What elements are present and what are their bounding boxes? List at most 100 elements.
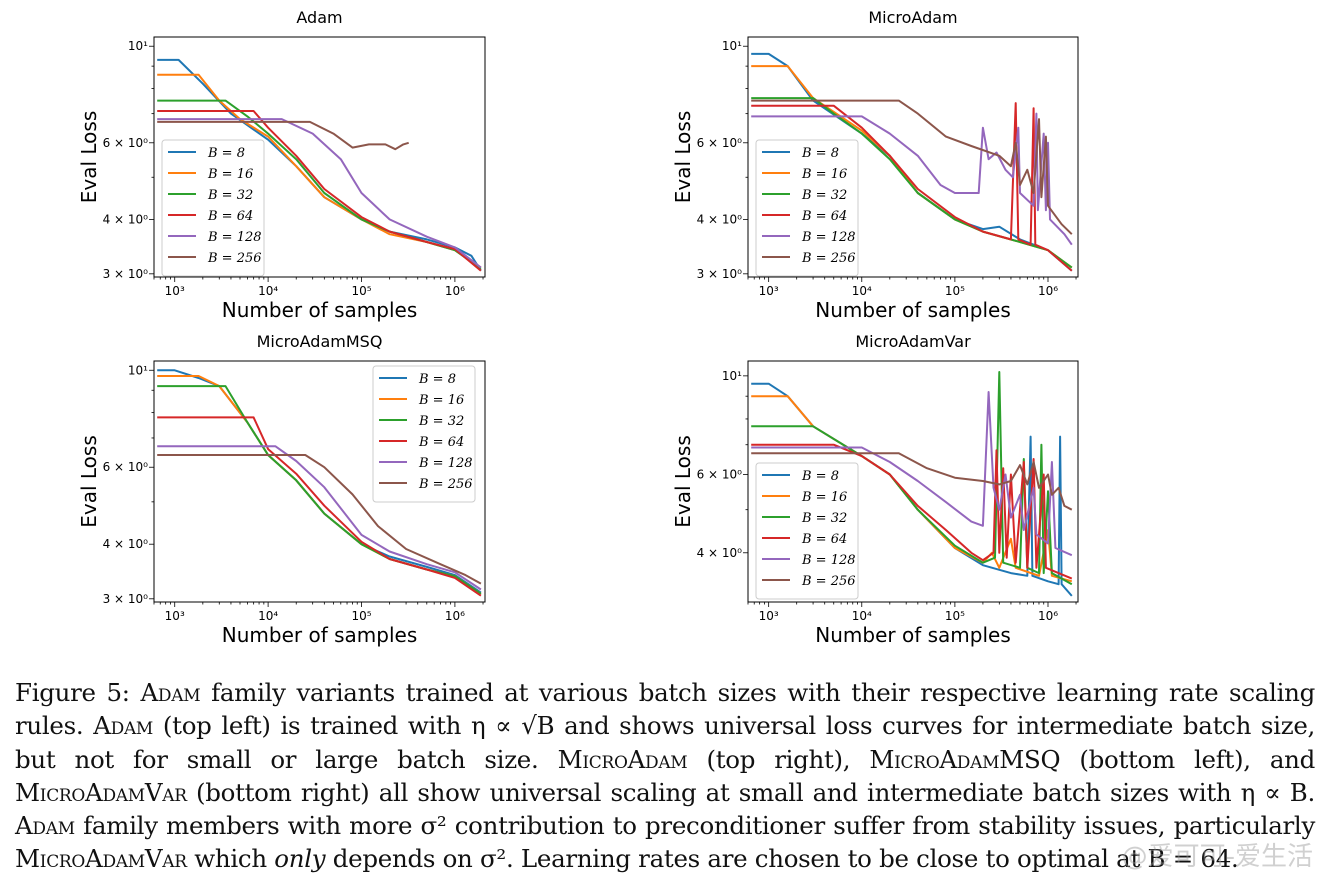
caption-msq: MSQ [999, 744, 1061, 774]
y-tick-label: 4 × 10⁰ [103, 537, 149, 551]
panel-2: MicroAdamMSQ 10³ 10⁴ 10⁵ 10⁶ 3 × 10⁰ 4 × 10⁰ 6 … [77, 332, 486, 647]
series-line-256 [157, 454, 482, 585]
legend-label: B = 256 [207, 251, 262, 266]
x-tick-label: 10⁴ [852, 284, 872, 298]
watermark: @爱可可-爱生活 [1121, 842, 1313, 872]
series-line-128 [751, 391, 1073, 557]
x-tick-label: 10³ [165, 284, 185, 298]
x-axis-label: Number of samples [815, 298, 1010, 322]
y-axis-label: Eval Loss [77, 111, 101, 204]
x-tick-label: 10⁵ [945, 609, 965, 623]
x-tick-label: 10⁴ [258, 609, 278, 623]
caption-microadamvar-1: MicroAdamVar [15, 777, 187, 807]
legend-label: B = 16 [801, 167, 847, 182]
y-tick-label: 10¹ [722, 39, 742, 53]
y-axis-label: Eval Loss [671, 111, 695, 204]
legend-label: B = 16 [801, 490, 847, 505]
y-tick-label: 6 × 10⁰ [103, 460, 149, 474]
caption-microadam-1: MicroAdam [557, 744, 688, 774]
panel-title-2: MicroAdamMSQ [257, 332, 383, 351]
plot-frame [747, 360, 1079, 603]
legend-label: B = 64 [801, 209, 847, 224]
legend-label: B = 128 [801, 230, 856, 245]
panel-3: MicroAdamVar 10³ 10⁴ 10⁵ 10⁶ 4 × 10⁰ 6 × 10⁰ 10… [671, 332, 1079, 647]
figure-svg: Adam 10³ 10⁴ 10⁵ 10⁶ 3 × 10⁰ 4 × 10⁰ 6 × 10⁰ 10¹… [77, 8, 1079, 647]
caption-seg-16: depends on σ². Learning rates are chosen… [325, 844, 1239, 874]
legend: B = 8 B = 16 B = 32 B = 64 B = 128 B = 256 [755, 462, 859, 600]
figure-caption: Figure 5: Adam family variants trained a… [15, 676, 1315, 876]
y-axis-label: Eval Loss [671, 435, 695, 528]
caption-seg-14: which [186, 844, 275, 874]
x-tick-label: 10³ [759, 284, 779, 298]
legend-label: B = 32 [801, 188, 847, 203]
x-axis-label: Number of samples [815, 623, 1010, 647]
legend-label: B = 8 [207, 146, 245, 161]
panel-title-0: Adam [296, 8, 342, 27]
series-line-256 [157, 120, 409, 151]
y-tick-label: 6 × 10⁰ [697, 136, 743, 150]
y-tick-label: 4 × 10⁰ [103, 212, 149, 226]
legend-label: B = 128 [801, 553, 856, 568]
series-line-128 [157, 118, 482, 269]
caption-microadamvar-2: MicroAdamVar [15, 844, 187, 874]
series-line-256 [751, 452, 1073, 511]
legend-label: B = 256 [418, 477, 473, 492]
legend-label: B = 256 [801, 574, 856, 589]
panel-title-1: MicroAdam [868, 8, 957, 27]
y-tick-label: 10¹ [128, 363, 148, 377]
caption-adam-2: Adam [93, 711, 154, 741]
x-tick-label: 10⁵ [351, 609, 371, 623]
figure-area: Adam 10³ 10⁴ 10⁵ 10⁶ 3 × 10⁰ 4 × 10⁰ 6 × 10⁰ 10¹… [77, 8, 1079, 647]
legend-label: B = 64 [801, 532, 847, 547]
legend-label: B = 8 [418, 372, 456, 387]
y-tick-label: 3 × 10⁰ [103, 267, 149, 281]
panel-title-3: MicroAdamVar [855, 332, 971, 351]
caption-figure-label: Figure 5: [15, 678, 130, 707]
x-tick-label: 10⁶ [1038, 284, 1058, 298]
legend: B = 8 B = 16 B = 32 B = 64 B = 128 B = 256 [372, 365, 476, 503]
y-tick-label: 4 × 10⁰ [697, 212, 743, 226]
legend-label: B = 16 [207, 167, 253, 182]
series-line-256 [751, 99, 1073, 235]
legend-label: B = 64 [418, 435, 464, 450]
caption-seg-10: (bottom right) all show universal scalin… [186, 777, 1315, 807]
legend: B = 8 B = 16 B = 32 B = 64 B = 128 B = 256 [755, 139, 859, 277]
x-tick-label: 10³ [759, 609, 779, 623]
y-tick-label: 4 × 10⁰ [697, 546, 743, 560]
y-axis-label: Eval Loss [77, 435, 101, 528]
caption-only: only [274, 844, 326, 874]
x-tick-label: 10⁶ [445, 284, 465, 298]
x-tick-label: 10³ [165, 609, 185, 623]
x-tick-label: 10⁶ [445, 609, 465, 623]
y-tick-label: 6 × 10⁰ [103, 136, 149, 150]
caption-seg-4: (top left) is trained with η ∝ √B and sh… [15, 711, 1316, 774]
caption-adam-3: Adam [15, 811, 75, 841]
legend-label: B = 32 [801, 511, 847, 526]
legend-label: B = 8 [801, 146, 839, 161]
x-axis-label: Number of samples [222, 623, 417, 647]
series-group-3 [751, 371, 1073, 597]
caption-seg-6: (top right), [687, 744, 870, 774]
caption-adam-1: Adam [140, 678, 201, 707]
y-tick-label: 10¹ [722, 369, 742, 383]
x-tick-label: 10⁴ [258, 284, 278, 298]
legend-label: B = 8 [801, 469, 839, 484]
legend-label: B = 128 [207, 230, 262, 245]
x-axis-label: Number of samples [222, 298, 417, 322]
series-group-1 [751, 52, 1073, 272]
x-tick-label: 10⁵ [351, 284, 371, 298]
y-tick-label: 6 × 10⁰ [697, 467, 743, 481]
caption-seg-2: family variants trained at various batch… [15, 678, 1315, 741]
legend-label: B = 16 [418, 393, 464, 408]
y-tick-label: 3 × 10⁰ [697, 267, 743, 281]
series-line-64 [157, 416, 482, 597]
panel-1: MicroAdam 10³ 10⁴ 10⁵ 10⁶ 3 × 10⁰ 4 × 10⁰ 6 × 1… [671, 8, 1079, 322]
caption-seg-8: (bottom left), and [1060, 744, 1316, 774]
x-tick-label: 10⁶ [1038, 609, 1058, 623]
y-tick-label: 10¹ [128, 39, 148, 53]
series-group-0 [157, 58, 482, 272]
legend-label: B = 32 [418, 414, 464, 429]
series-group-2 [157, 369, 482, 597]
x-tick-label: 10⁵ [945, 284, 965, 298]
legend-label: B = 128 [418, 456, 473, 471]
